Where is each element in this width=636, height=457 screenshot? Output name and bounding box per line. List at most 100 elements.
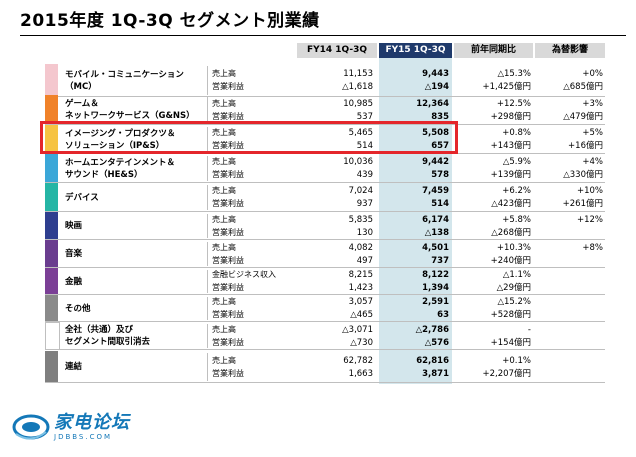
metric-label: 売上高 xyxy=(212,186,236,195)
segment-name: デバイス xyxy=(65,183,99,212)
yoy-value: △15.2% xyxy=(497,297,531,307)
yoy-value: +298億円 xyxy=(490,112,531,122)
fy14-value: 439 xyxy=(356,170,373,180)
fy15-value: 4,501 xyxy=(422,243,449,253)
row-separator xyxy=(45,96,605,97)
fx-value xyxy=(535,309,603,321)
yoy-value: +0.8% xyxy=(502,128,531,138)
fy14-value: 11,153 xyxy=(343,69,373,79)
ips-callout-box xyxy=(40,121,458,154)
fx-value: △685億円 xyxy=(563,82,603,92)
segment-name-line: イメージング・プロダクツ＆ xyxy=(65,128,176,139)
metric-label: 売上高 xyxy=(212,215,236,224)
row-divider xyxy=(207,214,208,238)
segment-name-line: 金融 xyxy=(65,276,83,287)
fx-value xyxy=(535,355,603,367)
yoy-value: +240億円 xyxy=(490,256,531,266)
segment-name-line: 音楽 xyxy=(65,249,83,259)
yoy-value: +5.8% xyxy=(502,215,531,225)
row-divider xyxy=(207,185,208,210)
metric-label: 売上高 xyxy=(212,128,236,137)
metric-label: 営業利益 xyxy=(212,170,244,179)
fx-value: +261億円 xyxy=(562,199,603,209)
segment-name-line: ネットワークサービス（G&NS） xyxy=(65,111,195,121)
fy14-value: △3,071 xyxy=(342,325,373,335)
fy14-value: 937 xyxy=(356,199,373,209)
metric-label: 営業利益 xyxy=(212,256,244,265)
metric-label: 営業利益 xyxy=(212,283,244,292)
metric-label: 売上高 xyxy=(212,69,236,78)
metric-label: 売上高 xyxy=(212,297,236,306)
fy14-value: 8,215 xyxy=(348,270,373,280)
fy14-value: 7,024 xyxy=(348,186,373,196)
segment-row: モバイル・コミュニケーション （MC） 売上高 11,153 9,443 △15.3% +0… xyxy=(45,64,605,97)
fx-value: +4% xyxy=(582,157,603,167)
fy14-value: 4,082 xyxy=(348,243,373,253)
row-separator xyxy=(45,182,605,183)
title-divider xyxy=(20,35,626,36)
yoy-value: △5.9% xyxy=(502,157,531,167)
yoy-value: △423億円 xyxy=(491,199,531,209)
segment-color-bar xyxy=(45,125,58,154)
fy14-value: 5,835 xyxy=(348,215,373,225)
fy15-value: 8,122 xyxy=(422,270,449,280)
segment-name-line: デバイス xyxy=(65,192,99,203)
segment-name: その他 xyxy=(65,295,91,322)
metric-label: 営業利益 xyxy=(212,228,244,237)
fy15-value: 7,459 xyxy=(422,186,449,196)
fy15-value: 12,364 xyxy=(416,99,449,109)
segment-name: イメージング・プロダクツ＆ ソリューション（IP&S） xyxy=(65,125,175,154)
segment-name: 全社（共通）及び セグメント間取引消去 xyxy=(65,322,150,350)
watermark-name: 家电论坛 xyxy=(54,411,130,433)
fy14-value: 497 xyxy=(356,256,373,266)
header-yoy: 前年同期比 xyxy=(454,43,533,58)
fy15-value: 9,443 xyxy=(422,69,449,79)
fy15-value: 63 xyxy=(437,310,449,320)
row-separator xyxy=(45,294,605,295)
yoy-value: +2,207億円 xyxy=(482,369,531,379)
yoy-value: △15.3% xyxy=(497,69,531,79)
yoy-value: +143億円 xyxy=(490,141,531,151)
yoy-value: +528億円 xyxy=(490,310,531,320)
watermark-logo: 家电论坛 JDBBS.COM xyxy=(12,412,130,442)
segment-color-bar xyxy=(45,351,58,383)
metric-label: 売上高 xyxy=(212,157,236,166)
segment-name: ゲーム＆ ネットワークサービス（G&NS） xyxy=(65,95,195,125)
metric-label: 金融ビジネス収入 xyxy=(212,270,276,279)
row-divider xyxy=(207,242,208,266)
yoy-value: +139億円 xyxy=(490,170,531,180)
yoy-value: +1,425億円 xyxy=(482,82,531,92)
segment-name: 映画 xyxy=(65,212,82,240)
fy15-value: 514 xyxy=(431,199,449,209)
segment-row: ゲーム＆ ネットワークサービス（G&NS） 売上高 10,985 12,364 +12.5… xyxy=(45,95,605,125)
segment-name-line: その他 xyxy=(65,303,91,314)
segment-color-bar xyxy=(45,154,58,183)
fx-value: +12% xyxy=(576,215,603,225)
segment-row: その他 売上高 3,057 2,591 △15.2% 営業利益 △465 63 +528億円 xyxy=(45,295,605,322)
fy14-value: △730 xyxy=(350,338,373,348)
yoy-value: △1.1% xyxy=(502,270,531,280)
metric-label: 売上高 xyxy=(212,99,236,108)
header-fx: 為替影響 xyxy=(535,43,605,58)
segment-color-bar xyxy=(45,240,58,268)
yoy-value: +12.5% xyxy=(496,99,531,109)
fy14-value: 1,663 xyxy=(348,369,373,379)
fx-value xyxy=(535,255,603,267)
fy14-value: 1,423 xyxy=(348,283,373,293)
row-divider xyxy=(207,127,208,152)
segment-row: 映画 売上高 5,835 6,174 +5.8% +12% 営業利益 130 △138 △268億… xyxy=(45,212,605,240)
row-divider xyxy=(207,353,208,381)
fy15-value: △2,786 xyxy=(415,325,449,335)
fy14-value: 537 xyxy=(356,112,373,122)
row-separator xyxy=(45,321,605,322)
metric-label: 売上高 xyxy=(212,356,236,365)
segment-row: 全社（共通）及び セグメント間取引消去 売上高 △3,071 △2,786 - 営業利益 △7… xyxy=(45,322,605,350)
fx-value: △330億円 xyxy=(563,170,603,180)
fy14-value: 5,465 xyxy=(348,128,373,138)
metric-label: 売上高 xyxy=(212,325,236,334)
segment-color-bar xyxy=(45,212,58,240)
fx-value xyxy=(535,368,603,380)
fy15-value: 6,174 xyxy=(422,215,449,225)
metric-label: 売上高 xyxy=(212,243,236,252)
fy14-value: 10,036 xyxy=(343,157,373,167)
